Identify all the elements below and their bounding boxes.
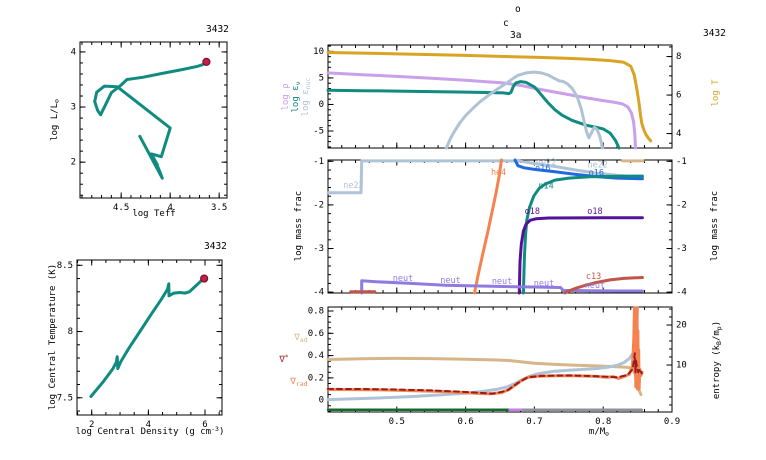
y-tick-label: 20 bbox=[676, 321, 687, 331]
x-tick-label: 6 bbox=[202, 420, 207, 430]
x-tick-label: 4.5 bbox=[113, 203, 129, 213]
y-tick-label: 8 bbox=[676, 52, 681, 62]
curve-label-o16: o16 bbox=[535, 164, 550, 174]
curve-label-neut: neut bbox=[492, 277, 512, 287]
y-tick-label: 4 bbox=[676, 129, 681, 139]
y-tick-label: 10 bbox=[676, 361, 687, 371]
series-tc-rhoc-track bbox=[89, 277, 206, 398]
panel-trho-frame bbox=[76, 259, 223, 416]
curve-label-c13: c13 bbox=[586, 272, 601, 282]
axis-title: ∇* bbox=[278, 353, 288, 365]
y-tick-label: 4 bbox=[71, 47, 76, 57]
burn-label-c: c bbox=[503, 18, 509, 29]
curve-label-ne22: ne22 bbox=[587, 160, 607, 170]
x-tick-label: 0.6 bbox=[457, 417, 473, 427]
y-tick-label: 0.6 bbox=[308, 329, 324, 339]
y-tick-label: -4 bbox=[313, 288, 324, 298]
x-tick-label: 3.5 bbox=[211, 203, 227, 213]
y-tick-label: 7.5 bbox=[57, 393, 73, 403]
y-tick-label: 8 bbox=[68, 327, 73, 337]
series-neut bbox=[360, 279, 644, 295]
y-tick-label: 6 bbox=[676, 91, 681, 101]
axis-title: log T bbox=[711, 79, 721, 107]
curve-label-o18: o18 bbox=[587, 207, 602, 217]
series-he4 bbox=[473, 158, 503, 295]
x-tick-label: 0.5 bbox=[389, 417, 405, 427]
x-tick-label: 4 bbox=[146, 420, 151, 430]
x-tick-label: 4 bbox=[167, 203, 172, 213]
y-tick-label: -5 bbox=[313, 127, 324, 137]
y-tick-label: -2 bbox=[676, 200, 687, 210]
curve-label-n14: n14 bbox=[538, 182, 553, 192]
axis-title: log Teff bbox=[132, 209, 175, 219]
y-tick-label: 10 bbox=[313, 47, 324, 57]
y-tick-label: 8.5 bbox=[57, 261, 73, 271]
curve-label-neut: neut bbox=[534, 279, 554, 289]
panel-p1-frame bbox=[327, 44, 673, 149]
series-hr-track bbox=[93, 60, 208, 180]
y-tick-label: 0.4 bbox=[308, 351, 324, 361]
y-tick-label: 0 bbox=[319, 100, 324, 110]
y-tick-label: 2 bbox=[71, 158, 76, 168]
y-tick-label: -3 bbox=[676, 244, 687, 254]
curve-label-neut: neut bbox=[440, 276, 460, 286]
panel-p2-frame bbox=[327, 159, 673, 294]
series-n14 bbox=[521, 174, 644, 295]
y-tick-label: -1 bbox=[676, 157, 687, 167]
series-grad-rad bbox=[326, 306, 644, 396]
axis-title: log mass frac bbox=[710, 191, 720, 261]
y-tick-label: 0 bbox=[319, 396, 324, 406]
series-grad-star bbox=[327, 352, 643, 395]
burn-label-3a: 3a bbox=[510, 30, 522, 41]
series-log-T bbox=[326, 51, 653, 143]
model-number-trho: 3432 bbox=[204, 241, 227, 252]
x-tick-label: 0.8 bbox=[595, 417, 611, 427]
x-tick-label: 2 bbox=[89, 420, 94, 430]
curve-label-o16: o16 bbox=[589, 169, 604, 179]
y-tick-label: 5 bbox=[319, 73, 324, 83]
series-c13 bbox=[563, 276, 644, 295]
curve-label-ne22: ne22 bbox=[536, 158, 556, 168]
series-o18 bbox=[517, 216, 644, 295]
curve-label-o18: o18 bbox=[525, 207, 540, 217]
axis-title: m/M⊙ bbox=[589, 427, 609, 438]
curve-label-neut: neut bbox=[393, 274, 413, 284]
axis-title: log εν bbox=[291, 81, 302, 112]
y-tick-label: -4 bbox=[676, 288, 687, 298]
curve-label-ne22: ne22 bbox=[343, 181, 363, 191]
x-tick-label: 0.7 bbox=[526, 417, 542, 427]
current-model-marker bbox=[200, 274, 209, 283]
y-tick-label: -2 bbox=[313, 200, 324, 210]
axis-title: log εnuc bbox=[301, 78, 312, 117]
current-model-marker bbox=[202, 57, 211, 66]
y-tick-label: 0.8 bbox=[308, 307, 324, 317]
axis-title: log mass frac bbox=[294, 191, 304, 261]
axis-title: ∇ad bbox=[293, 333, 307, 344]
y-tick-label: -3 bbox=[313, 244, 324, 254]
axis-title: log Central Temperature (K) bbox=[48, 264, 58, 410]
axis-title: log L/L⊙ bbox=[50, 99, 61, 141]
burn-label-o: o bbox=[515, 4, 521, 15]
curve-label-neut: neut bbox=[585, 281, 605, 291]
axis-title: log Central Density (g cm-3) bbox=[76, 425, 225, 437]
model-number-hr: 3432 bbox=[206, 24, 229, 35]
y-tick-label: 3 bbox=[71, 103, 76, 113]
axis-title: ∇rad bbox=[289, 377, 307, 388]
y-tick-label: 0.2 bbox=[308, 373, 324, 383]
axis-title: entropy (kB/mp) bbox=[712, 321, 723, 399]
y-tick-label: -1 bbox=[313, 157, 324, 167]
axis-title: log ρ bbox=[281, 83, 291, 110]
curve-label-he4: he4 bbox=[491, 168, 506, 178]
series-entropy bbox=[326, 305, 639, 402]
model-number-profiles: 3432 bbox=[703, 28, 726, 39]
series-log-rho bbox=[326, 71, 637, 150]
x-tick-label: 0.9 bbox=[664, 417, 680, 427]
panel-hr-frame bbox=[79, 41, 228, 199]
series-log-eps-nuc bbox=[444, 70, 604, 150]
